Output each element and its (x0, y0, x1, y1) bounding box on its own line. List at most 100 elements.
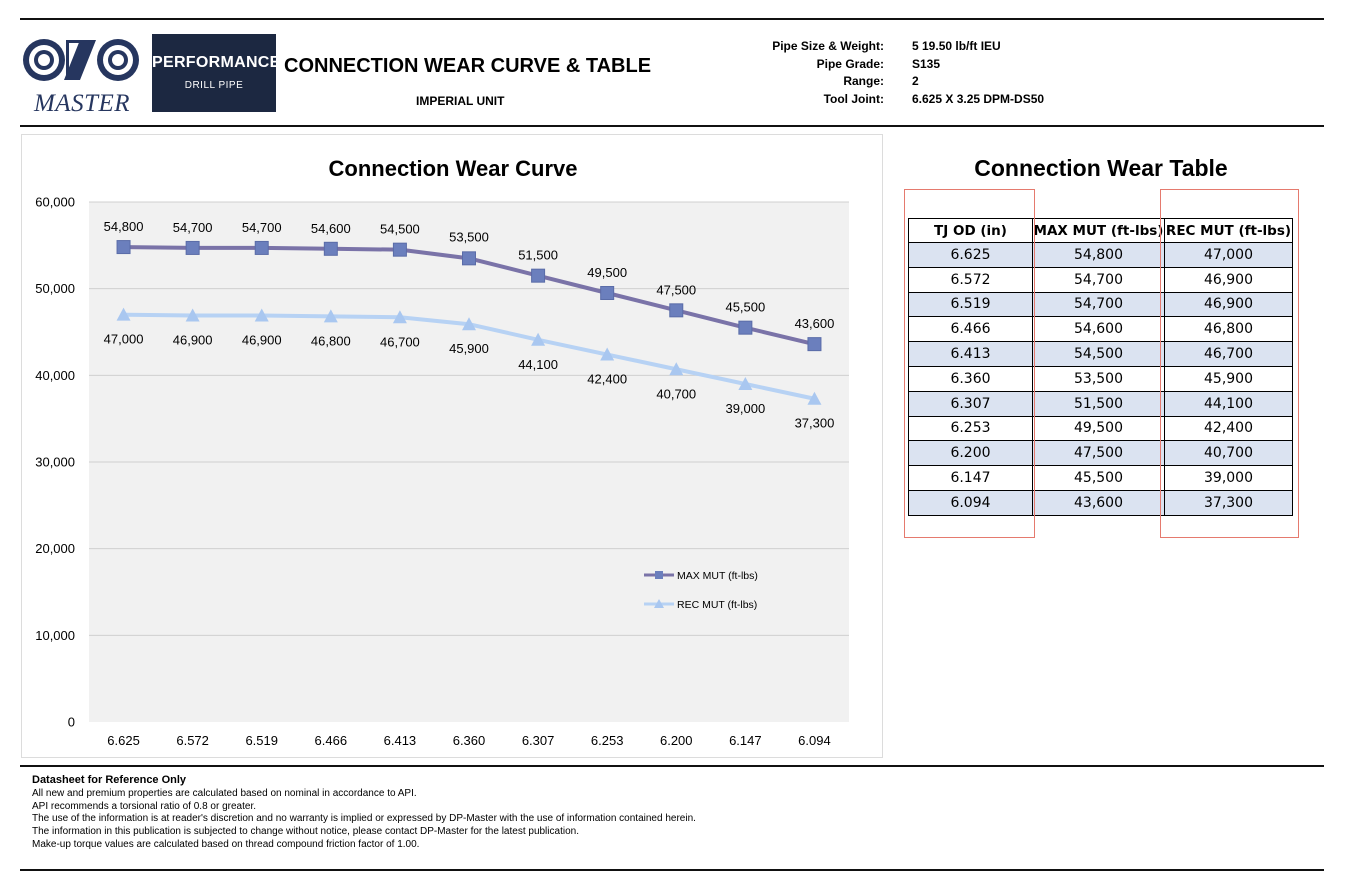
data-point-max-mut (669, 303, 684, 318)
data-label: 54,500 (380, 222, 420, 237)
x-tick-label: 6.413 (384, 733, 417, 748)
legend-label: MAX MUT (ft-lbs) (677, 570, 758, 582)
legend-marker (654, 599, 664, 608)
y-tick-label: 30,000 (35, 455, 75, 470)
spec-labels: Pipe Size & Weight: Pipe Grade: Range: T… (700, 38, 884, 108)
data-point-rec-mut (807, 391, 822, 405)
x-tick-label: 6.307 (522, 733, 555, 748)
highlight-box-od-column (904, 189, 1035, 538)
x-tick-label: 6.360 (453, 733, 486, 748)
table-row: 6.200 47,500 40,700 (908, 440, 1293, 467)
logo-mark-icon (23, 39, 139, 81)
wear-curve-chart: 0 10,000 20,000 30,000 40,000 50,000 60,000 6.6… (21, 134, 883, 758)
y-tick-label: 10,000 (35, 628, 75, 643)
spec-value-size-weight: 5 19.50 lb/ft IEU (912, 39, 1001, 53)
footer-disclaimer: Datasheet for Reference Only All new and… (32, 774, 1322, 852)
table-row: 6.253 49,500 42,400 (908, 415, 1293, 442)
cell-rec-mut: 42,400 (1164, 415, 1293, 442)
data-label: 46,800 (311, 333, 351, 348)
cell-tj-od: 6.307 (908, 390, 1033, 417)
table-row: 6.094 43,600 37,300 (908, 489, 1293, 516)
chart-canvas: 0 10,000 20,000 30,000 40,000 50,000 60,000 6.6… (35, 156, 849, 748)
data-point-max-mut (392, 242, 407, 257)
x-tick-label: 6.519 (245, 733, 278, 748)
cell-max-mut: 54,500 (1032, 341, 1165, 367)
data-label: 53,500 (449, 229, 489, 244)
cell-max-mut: 45,500 (1032, 465, 1165, 491)
table-title: Connection Wear Table (974, 155, 1228, 181)
data-point-rec-mut (669, 362, 684, 376)
table-row: 6.307 51,500 44,100 (908, 390, 1293, 417)
data-label: 54,700 (242, 220, 282, 235)
data-point-rec-mut (600, 347, 615, 361)
data-point-max-mut (600, 286, 615, 300)
cell-rec-mut: 40,700 (1164, 440, 1293, 467)
spec-label-range: Range: (843, 74, 884, 88)
data-label: 49,500 (587, 265, 627, 280)
y-tick-label: 40,000 (35, 368, 75, 383)
data-label: 42,400 (587, 372, 627, 387)
top-rule (20, 18, 1324, 20)
cell-tj-od: 6.466 (908, 316, 1033, 343)
badge-subtitle: DRILL PIPE (184, 80, 244, 91)
spec-label-tool-joint: Tool Joint: (823, 91, 884, 106)
x-tick-label: 6.466 (315, 733, 348, 748)
data-point-max-mut (531, 268, 546, 283)
data-point-rec-mut (738, 377, 753, 390)
data-label: 45,900 (449, 341, 489, 356)
y-tick-label: 0 (68, 715, 75, 730)
footer-top-rule (20, 765, 1324, 767)
footer-heading: Datasheet for Reference Only (32, 774, 187, 786)
x-tick-label: 6.200 (660, 733, 693, 748)
data-point-max-mut (254, 240, 269, 255)
data-label: 46,900 (242, 333, 282, 348)
x-tick-label: 6.253 (591, 733, 624, 748)
data-label: 54,600 (311, 221, 351, 236)
table-row: 6.572 54,700 46,900 (908, 266, 1293, 293)
header-rec-mut: REC MUT (ft-lbs) (1164, 218, 1293, 243)
spec-value-range: 2 (912, 74, 919, 88)
cell-tj-od: 6.147 (908, 465, 1033, 491)
cell-max-mut: 51,500 (1032, 390, 1165, 417)
logo-wordmark: MASTER (33, 90, 131, 117)
data-label: 51,500 (518, 248, 558, 263)
performance-badge: PERFORMANCE DRILL PIPE (152, 34, 280, 112)
data-label: 46,700 (380, 334, 420, 349)
wear-table: TJ OD (in) MAX MUT (ft-lbs) REC MUT (ft-… (908, 218, 1293, 516)
cell-rec-mut: 44,100 (1164, 390, 1293, 417)
data-point-max-mut (462, 251, 476, 266)
y-tick-label: 60,000 (35, 195, 75, 210)
x-tick-label: 6.147 (729, 733, 762, 748)
chart-title: Connection Wear Curve (329, 156, 578, 181)
data-label: 39,000 (725, 401, 765, 416)
footer-line: API recommends a torsional ratio of 0.8 … (32, 800, 256, 812)
spec-value-grade: S135 (912, 56, 941, 71)
cell-max-mut: 49,500 (1032, 415, 1165, 442)
x-tick-label: 6.625 (107, 733, 140, 748)
table-row: 6.466 54,600 46,800 (908, 316, 1293, 343)
data-label: 54,800 (104, 219, 144, 234)
data-label: 40,700 (656, 386, 696, 401)
data-point-rec-mut (185, 308, 200, 322)
table-header-row: TJ OD (in) MAX MUT (ft-lbs) REC MUT (ft-… (908, 218, 1293, 243)
data-point-max-mut (116, 240, 131, 255)
cell-tj-od: 6.094 (908, 489, 1033, 516)
x-tick-label: 6.094 (798, 733, 831, 748)
spec-values: 5 19.50 lb/ft IEU S135 2 6.625 X 3.25 DP… (912, 38, 1132, 108)
footer-line: The information in this publication is s… (32, 826, 579, 838)
cell-tj-od: 6.625 (908, 242, 1033, 268)
data-point-max-mut (185, 240, 200, 255)
cell-tj-od: 6.253 (908, 415, 1033, 442)
footer-line: All new and premium properties are calcu… (32, 787, 417, 799)
data-label: 54,700 (173, 220, 213, 235)
cell-max-mut: 53,500 (1032, 365, 1165, 392)
footer-line: The use of the information is at reader'… (32, 813, 696, 825)
data-point-max-mut (323, 241, 338, 256)
spec-value-tool-joint: 6.625 X 3.25 DPM-DS50 (912, 91, 1045, 106)
highlight-box-rec-column (1160, 189, 1299, 538)
company-logo: MASTER (22, 34, 142, 117)
cell-max-mut: 54,700 (1032, 291, 1165, 318)
cell-max-mut: 47,500 (1032, 440, 1165, 467)
legend-marker (655, 571, 663, 579)
header-max-mut: MAX MUT (ft-lbs) (1032, 218, 1165, 243)
